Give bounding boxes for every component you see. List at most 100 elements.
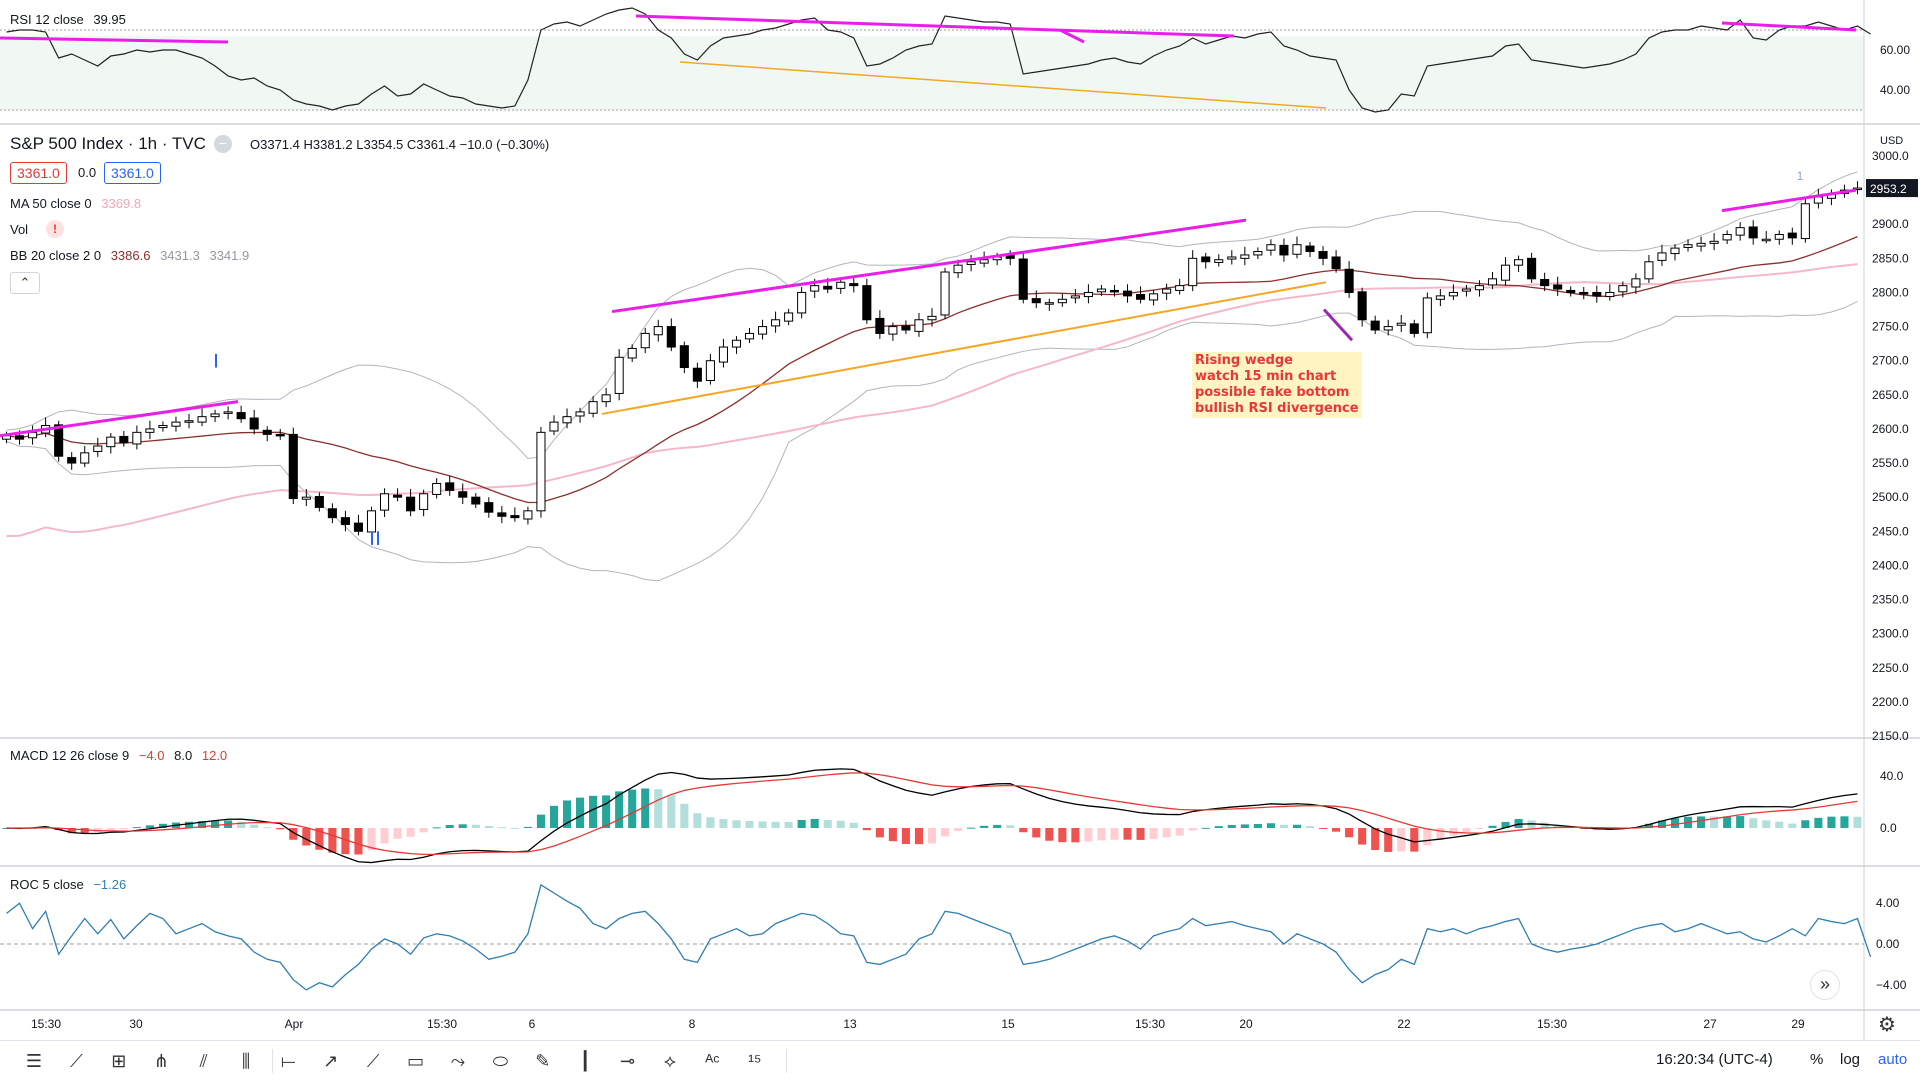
bb-upper-value: 3431.3 <box>160 248 200 263</box>
rectangle-icon[interactable]: ▭ <box>407 1050 425 1071</box>
collapse-legend-button[interactable]: ⌃ <box>10 272 40 294</box>
ellipse-icon[interactable]: ⬭ <box>492 1050 509 1071</box>
macd-histogram-bar <box>289 828 298 840</box>
candle-body <box>1396 322 1406 326</box>
vertical-line-icon[interactable]: ┃ <box>579 1050 591 1071</box>
chart-canvas[interactable]: 60.0040.003000.02950.02900.02850.02800.0… <box>0 0 1920 1040</box>
abc-pattern-icon[interactable]: ᴬᶜ <box>705 1050 720 1071</box>
status-clock[interactable]: 16:20:34 (UTC-4) <box>1656 1051 1773 1068</box>
short-trendline <box>1322 308 1354 342</box>
parallel-channel-icon[interactable]: ⫽ <box>199 1050 208 1071</box>
trend-line-icon[interactable]: ⟋ <box>366 1050 380 1071</box>
macd-histogram-bar <box>576 797 585 828</box>
candle-body <box>1813 196 1823 204</box>
macd-histogram-bar <box>940 828 950 837</box>
cross-line-icon[interactable]: ⊸ <box>620 1050 636 1071</box>
macd-legend[interactable]: MACD 12 26 close 9 −4.0 8.0 12.0 <box>10 748 227 763</box>
elliott-wave-icon[interactable]: ¹⁵ <box>748 1050 762 1071</box>
macd-histogram-bar <box>980 825 989 828</box>
double-chevron-right-icon: » <box>1819 974 1830 994</box>
scroll-to-realtime-button[interactable]: » <box>1810 970 1840 1000</box>
macd-histogram-bar <box>497 827 506 829</box>
vol-legend[interactable]: Vol <box>10 222 28 237</box>
macd-histogram-bar <box>615 791 624 828</box>
candle-body <box>366 510 377 533</box>
rectangle-grid-icon[interactable]: ⊞ <box>111 1050 127 1071</box>
macd-histogram-bar <box>602 795 611 828</box>
candle-body <box>67 457 77 464</box>
price-axis-tick: 2550.0 <box>1872 456 1909 470</box>
candle-body <box>1331 256 1341 270</box>
pitchfork-icon[interactable]: ⋔ <box>153 1050 169 1071</box>
candle-body <box>1357 291 1367 321</box>
alert-icon[interactable]: ! <box>46 220 64 238</box>
macd-histogram-bar <box>302 828 311 846</box>
candle-body <box>184 420 194 423</box>
annotation-line-4: bullish RSI divergence <box>1195 401 1359 416</box>
ma-legend[interactable]: MA 50 close 0 3369.8 <box>10 196 141 211</box>
macd-histogram-bar <box>1488 825 1497 828</box>
time-axis-tick: 15:30 <box>1135 1017 1165 1031</box>
candle-body <box>653 326 663 336</box>
auto-scale-button[interactable]: auto <box>1878 1051 1908 1068</box>
roc-axis-tick: 4.00 <box>1876 896 1900 910</box>
candle-body <box>471 496 481 505</box>
candle-body <box>940 271 950 316</box>
macd-histogram-bar <box>1358 828 1367 845</box>
candle-body <box>758 326 768 335</box>
bid-price-box[interactable]: 3361.0 <box>10 162 67 184</box>
brush-icon[interactable]: ✎ <box>535 1050 551 1071</box>
candle-body <box>1566 289 1576 293</box>
log-scale-button[interactable]: log <box>1840 1051 1861 1068</box>
price-axis-tick: 2450.0 <box>1872 524 1909 538</box>
rsi-line <box>6 7 1871 113</box>
macd-histogram-bar <box>680 803 689 828</box>
macd-histogram-bar <box>888 828 897 842</box>
macd-histogram-bar <box>1384 828 1393 852</box>
trend-angle-icon[interactable]: ⟋ <box>70 1050 83 1071</box>
annotation-note[interactable]: Rising wedge watch 15 min chart possible f… <box>1192 352 1362 418</box>
gear-icon[interactable]: ⚙ <box>1878 1014 1896 1036</box>
candle-body <box>1500 264 1511 281</box>
hide-legend-icon[interactable]: − <box>214 135 232 153</box>
candle-body <box>888 326 898 335</box>
candle-body <box>692 367 702 382</box>
price-axis-tick: 2900.0 <box>1872 217 1909 231</box>
macd-histogram-bar <box>1149 828 1158 839</box>
last-price-label: 2953.2 <box>1870 182 1907 196</box>
macd-histogram-bar <box>1853 816 1862 828</box>
percent-scale-button[interactable]: % <box>1810 1051 1824 1068</box>
candle-body <box>1318 251 1328 259</box>
candle-body <box>1292 244 1302 255</box>
roc-legend[interactable]: ROC 5 close −1.26 <box>10 877 126 892</box>
candle-body <box>731 339 742 348</box>
candle-body <box>119 435 129 444</box>
path-icon[interactable]: ⤳ <box>450 1050 466 1071</box>
horizontal-lines-icon[interactable]: ☰ <box>25 1050 43 1071</box>
macd-histogram-bar <box>484 825 493 828</box>
macd-histogram-bar <box>250 824 259 828</box>
candle-body <box>1188 257 1198 287</box>
bb-basis-line <box>6 236 1858 504</box>
arrow-icon[interactable]: ↗ <box>323 1050 339 1071</box>
macd-histogram-bar <box>211 820 220 828</box>
candle-body <box>1487 278 1498 286</box>
gann-icon[interactable]: ⟡ <box>664 1050 676 1071</box>
symbol-title[interactable]: S&P 500 Index · 1h · TVC <box>10 134 206 153</box>
ask-price-box[interactable]: 3361.0 <box>104 162 161 184</box>
candle-body <box>1657 252 1667 261</box>
ma-label: MA 50 close 0 <box>10 196 92 211</box>
macd-histogram-bar <box>1058 828 1067 843</box>
candle-body <box>614 356 624 394</box>
bb-legend[interactable]: BB 20 close 2 0 3386.6 3431.3 3341.9 <box>10 248 249 263</box>
roc-value: −1.26 <box>93 877 127 892</box>
horizontal-ray-icon[interactable]: ⟝ <box>280 1050 296 1071</box>
macd-histogram-bar <box>628 789 637 828</box>
macd-label: MACD 12 26 close 9 <box>10 748 130 763</box>
fib-icon[interactable]: ⫼ <box>241 1050 251 1071</box>
macd-histogram-bar <box>1123 828 1132 840</box>
macd-histogram-bar <box>1397 828 1406 852</box>
macd-histogram-bar <box>1553 824 1562 828</box>
annotation-line-1: Rising wedge <box>1195 353 1294 368</box>
macd-histogram-bar <box>237 821 246 828</box>
